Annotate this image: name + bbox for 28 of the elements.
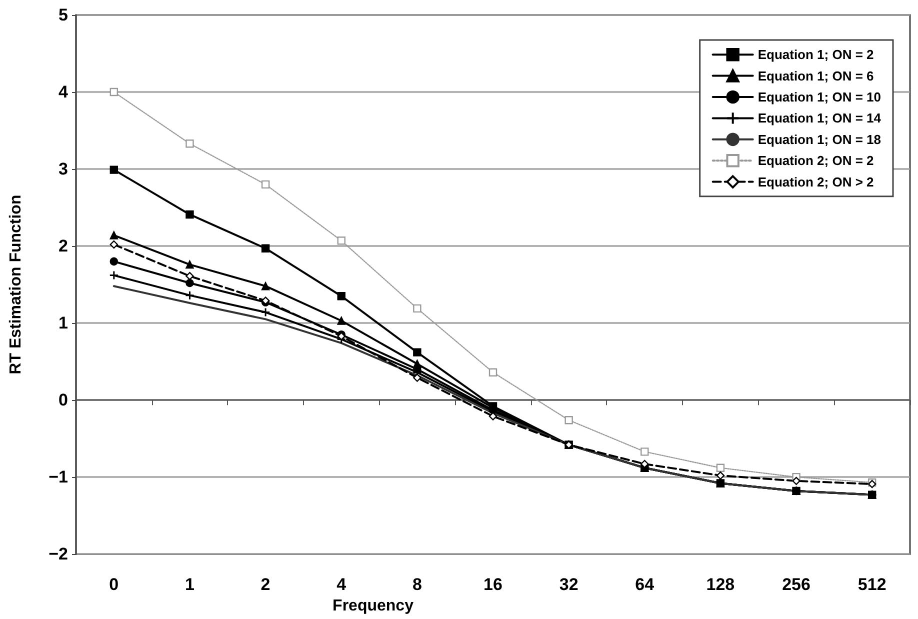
x-tick-label: 2	[260, 575, 270, 594]
legend-label: Equation 1; ON = 6	[758, 68, 874, 84]
y-tick-label: 1	[58, 314, 68, 333]
legend-label: Equation 1; ON = 18	[758, 132, 882, 147]
x-tick-label: 4	[336, 575, 347, 594]
legend-label: Equation 1; ON = 10	[758, 90, 882, 104]
legend-label: Equation 1; ON = 2	[758, 47, 874, 62]
y-tick-label: 4	[58, 82, 69, 102]
x-tick-label: 16	[484, 575, 502, 594]
y-tick-label: 0	[58, 390, 68, 410]
y-tick-label: 5	[58, 6, 68, 24]
y-tick-label: −1	[48, 468, 68, 487]
x-tick-label: 128	[706, 575, 735, 594]
x-tick-label: 1	[184, 575, 194, 594]
legend-label: Equation 1; ON = 14	[758, 110, 882, 126]
x-tick-label: 64	[635, 575, 655, 594]
x-tick-label: 256	[782, 575, 810, 594]
x-tick-label: 32	[559, 575, 578, 594]
x-tick-label: 8	[412, 575, 422, 594]
y-tick-label: −2	[48, 544, 68, 564]
legend-label: Equation 2; ON > 2	[758, 174, 874, 190]
x-axis-title: Frequency	[332, 598, 414, 614]
y-axis-title: RT Estimation Function	[8, 194, 24, 374]
y-tick-label: 3	[58, 160, 68, 179]
x-tick-label: 0	[109, 575, 119, 594]
y-tick-label: 2	[58, 236, 68, 256]
x-tick-label: 512	[858, 575, 886, 594]
legend-label: Equation 2; ON = 2	[758, 153, 874, 168]
